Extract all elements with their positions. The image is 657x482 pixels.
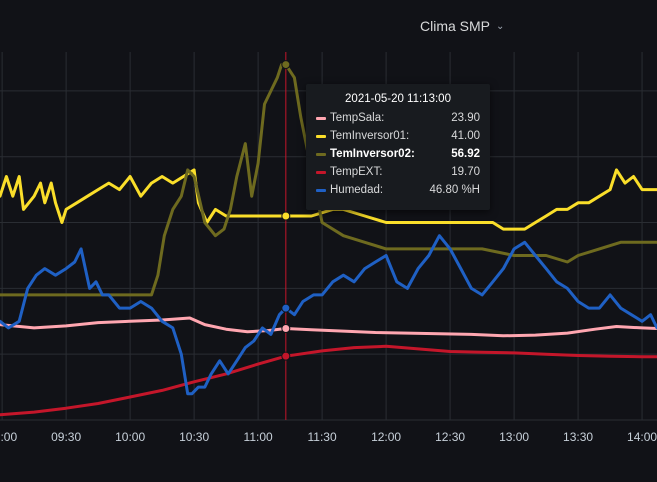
x-tick-label: 12:00 <box>371 430 401 444</box>
series-swatch <box>316 116 326 120</box>
series-line-humedad <box>0 234 657 396</box>
x-tick-label: 14:00 <box>627 430 657 444</box>
tooltip-series-value: 41.00 <box>451 130 480 142</box>
tooltip-row: TempEXT: 19.70 <box>306 163 490 181</box>
tooltip-series-name: TempSala: <box>330 112 385 124</box>
tooltip-series-name: TempEXT: <box>330 166 383 178</box>
hover-point-humedad <box>281 303 291 313</box>
tooltip-rows: TempSala: 23.90 TemInversor01: 41.00 TemInve… <box>306 109 490 199</box>
time-series-chart[interactable]: 09:00 09:30 10:00 10:30 11:00 11:30 12:00 12:30… <box>0 52 657 482</box>
series-line-teminversor01 <box>0 168 657 231</box>
panel-header: Clima SMP ⌄ <box>0 0 657 52</box>
series-swatch <box>316 170 326 174</box>
tooltip-series-name: Humedad: <box>330 184 384 196</box>
series-line-teminversor02 <box>0 63 657 297</box>
tooltip-series-value: 56.92 <box>451 148 480 160</box>
tooltip-row: Humedad: 46.80 %H <box>306 181 490 199</box>
x-tick-label: 11:00 <box>244 430 273 444</box>
tooltip-series-name: TemInversor02: <box>330 148 415 160</box>
tooltip-row: TemInversor01: 41.00 <box>306 127 490 145</box>
hover-point-tempsala <box>281 324 291 334</box>
series-line-tempsala <box>0 316 657 338</box>
tooltip-series-value: 19.70 <box>451 166 480 178</box>
series-swatch <box>316 134 326 138</box>
series-line-tempext <box>0 344 657 417</box>
tooltip-row: TempSala: 23.90 <box>306 109 490 127</box>
hover-point-teminversor01 <box>281 211 291 221</box>
tooltip-series-name: TemInversor01: <box>330 130 410 142</box>
x-tick-label: 11:30 <box>308 430 337 444</box>
x-tick-label: 09:30 <box>51 430 81 444</box>
tooltip-series-value: 46.80 %H <box>429 184 480 196</box>
series-swatch <box>316 152 326 156</box>
panel-title-menu[interactable]: Clima SMP ⌄ <box>420 18 504 34</box>
tooltip-time: 2021-05-20 11:13:00 <box>345 93 451 105</box>
x-tick-label: 10:00 <box>115 430 145 444</box>
x-tick-label: 10:30 <box>179 430 209 444</box>
series-swatch <box>316 188 326 192</box>
hover-point-teminversor02 <box>281 60 291 70</box>
x-tick-label: 12:30 <box>435 430 465 444</box>
x-tick-label: 09:00 <box>0 430 17 444</box>
tooltip-series-value: 23.90 <box>451 112 480 124</box>
x-tick-label: 13:00 <box>499 430 529 444</box>
hover-point-tempext <box>281 351 291 361</box>
x-tick-label: 13:30 <box>563 430 593 444</box>
tooltip-row: TemInversor02: 56.92 <box>306 145 490 163</box>
chevron-down-icon: ⌄ <box>496 20 505 32</box>
hover-tooltip: 2021-05-20 11:13:00 TempSala: 23.90 TemInv… <box>306 84 490 210</box>
panel-title: Clima SMP <box>420 18 491 34</box>
